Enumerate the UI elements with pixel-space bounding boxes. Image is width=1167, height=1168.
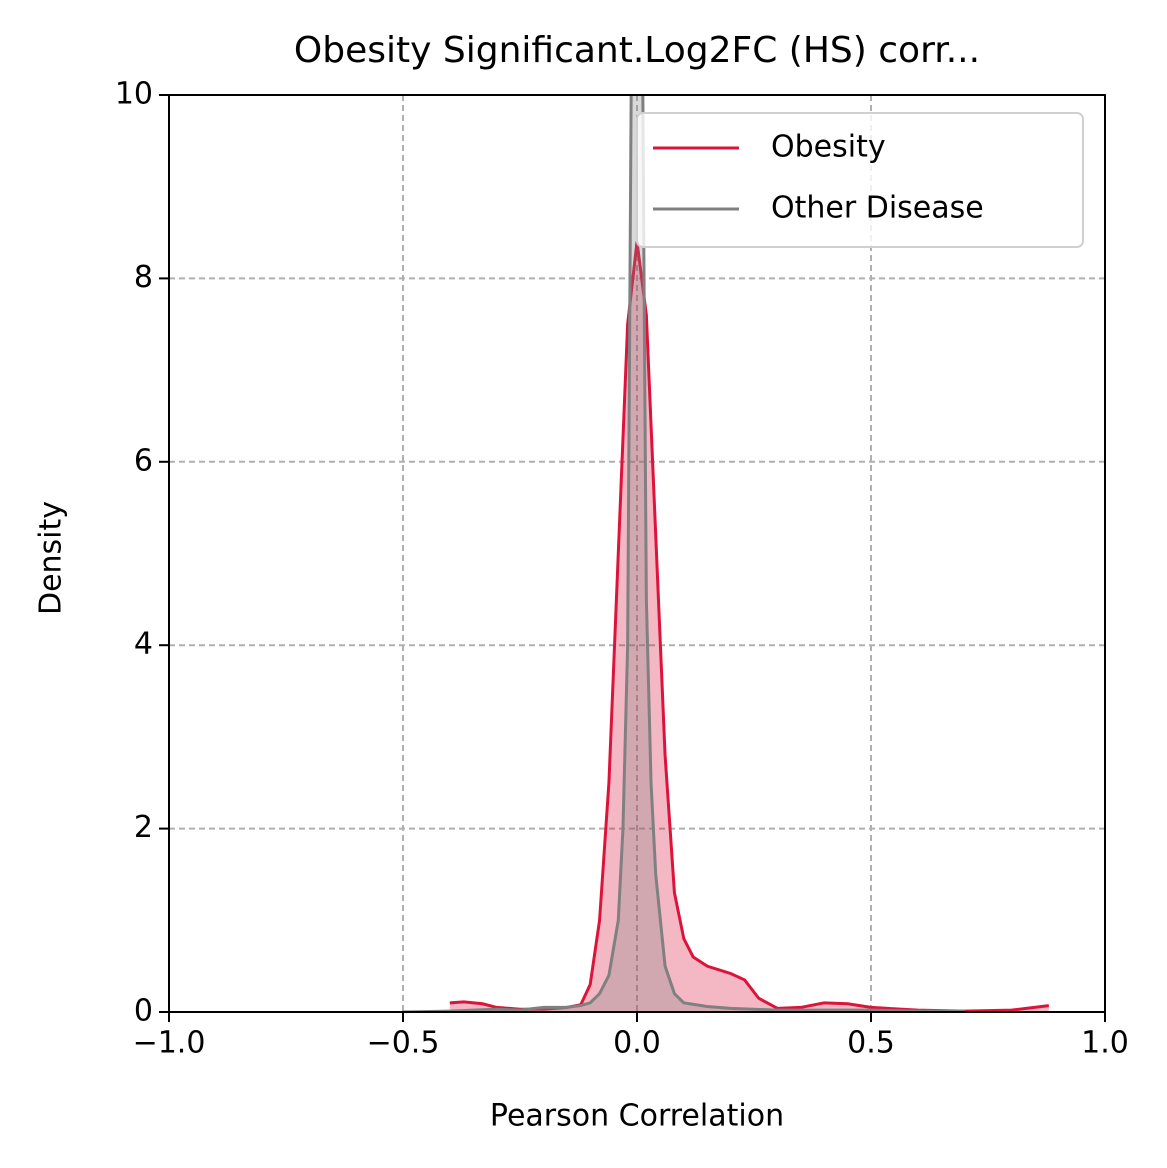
plot-area: [402, 95, 1050, 1012]
y-tick-label: 2: [134, 810, 153, 845]
x-axis-label: Pearson Correlation: [490, 1099, 784, 1134]
y-tick-label: 0: [134, 994, 153, 1029]
y-axis-label: Density: [34, 501, 69, 615]
y-tick-label: 10: [115, 77, 153, 112]
x-tick-label: 0.0: [613, 1026, 661, 1061]
axes: −1.0 −0.5 0.0 0.5 1.0 0 2 4 6 8 10: [115, 77, 1129, 1061]
legend-box: [636, 112, 1084, 248]
y-tick-label: 4: [134, 627, 153, 662]
x-tick-label: −0.5: [367, 1026, 440, 1061]
y-tick-label: 6: [134, 443, 153, 478]
legend-label: Other Disease: [771, 191, 984, 226]
legend-label: Obesity: [771, 130, 886, 165]
legend: Obesity Other Disease: [636, 112, 1084, 248]
y-tick-label: 8: [134, 260, 153, 295]
chart-title: Obesity Significant.Log2FC (HS) corr...: [294, 30, 980, 71]
x-tick-label: 0.5: [847, 1026, 895, 1061]
x-tick-label: 1.0: [1081, 1026, 1129, 1061]
x-tick-label: −1.0: [133, 1026, 206, 1061]
plot-frame: [168, 94, 1106, 1013]
density-line: [402, 95, 965, 1012]
